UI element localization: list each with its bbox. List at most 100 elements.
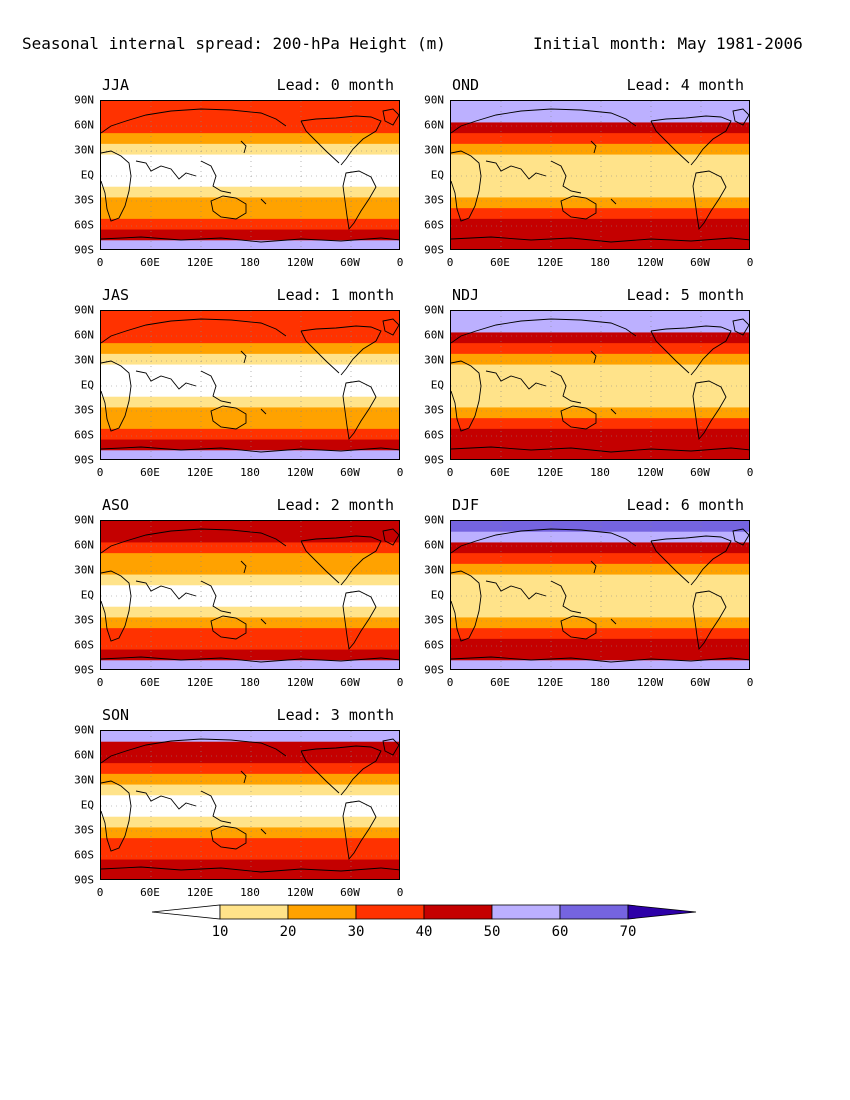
panel-season-label: JAS bbox=[102, 286, 130, 304]
spread-band bbox=[451, 531, 749, 544]
lat-tick-label: 60N bbox=[74, 118, 94, 132]
colorbar-under-triangle bbox=[151, 904, 221, 920]
spread-band bbox=[451, 638, 749, 651]
lon-tick-label: 120W bbox=[636, 256, 664, 269]
lon-tick-label: 120E bbox=[536, 256, 564, 269]
spread-band bbox=[101, 428, 399, 441]
lat-tick-label: 90S bbox=[424, 243, 444, 257]
lat-tick-label: 30N bbox=[424, 353, 444, 367]
lon-tick-label: 0 bbox=[96, 466, 104, 479]
spread-band bbox=[101, 806, 399, 818]
coastlines bbox=[451, 528, 749, 663]
lat-tick-label: 60N bbox=[74, 538, 94, 552]
lon-tick-label: 120E bbox=[186, 886, 214, 899]
lon-tick-label: 60E bbox=[140, 886, 160, 899]
spread-band bbox=[451, 418, 749, 430]
spread-band bbox=[451, 606, 749, 619]
lat-tick-label: 30N bbox=[74, 353, 94, 367]
spread-band bbox=[451, 321, 749, 334]
lat-tick-label: 60N bbox=[424, 328, 444, 342]
lon-tick-label: 60E bbox=[140, 676, 160, 689]
lat-tick-label: 60N bbox=[74, 748, 94, 762]
panel-season-label: OND bbox=[452, 76, 480, 94]
lon-tick-label: 0 bbox=[396, 256, 404, 269]
coastlines bbox=[451, 108, 749, 243]
lon-tick-label: 180 bbox=[240, 466, 260, 479]
spread-band bbox=[101, 816, 399, 829]
lat-tick-label: 60S bbox=[74, 848, 94, 862]
spread-band bbox=[451, 154, 749, 166]
spread-band bbox=[101, 208, 399, 220]
lon-tick-label: 180 bbox=[590, 256, 610, 269]
lat-tick-label: 60N bbox=[424, 118, 444, 132]
lat-tick-label: 30S bbox=[74, 193, 94, 207]
spread-band bbox=[101, 176, 399, 188]
lon-tick-label: 60E bbox=[140, 466, 160, 479]
map-svg bbox=[451, 521, 749, 669]
coastlines bbox=[101, 318, 399, 453]
lat-tick-label: 60N bbox=[74, 328, 94, 342]
spread-band bbox=[451, 111, 749, 124]
lat-tick-label: 60S bbox=[74, 638, 94, 652]
spread-band bbox=[101, 143, 399, 156]
lon-tick-label: 120W bbox=[286, 466, 314, 479]
panel-season-label: ASO bbox=[102, 496, 130, 514]
panel-season-label: SON bbox=[102, 706, 130, 724]
colorbar-tick-label: 30 bbox=[347, 924, 365, 940]
lat-tick-label: 90S bbox=[74, 663, 94, 677]
lon-tick-label: 180 bbox=[240, 676, 260, 689]
map-area bbox=[450, 100, 750, 250]
panel-lead-label: Lead: 6 month bbox=[626, 496, 744, 514]
grid-lines bbox=[101, 731, 399, 879]
lat-tick-label: 60S bbox=[74, 428, 94, 442]
spread-band bbox=[451, 186, 749, 199]
map-panel-djf: DJF Lead: 6 month 90N 60N 30N EQ 30S 60S 90S 0 60E… bbox=[424, 496, 753, 689]
lon-tick-label: 180 bbox=[240, 886, 260, 899]
spread-band bbox=[101, 186, 399, 199]
map-svg bbox=[101, 311, 399, 459]
spread-band bbox=[101, 450, 399, 459]
spread-band bbox=[101, 229, 399, 241]
map-svg bbox=[101, 101, 399, 249]
lon-tick-label: 0 bbox=[96, 676, 104, 689]
lat-tick-label: 30N bbox=[74, 563, 94, 577]
lat-tick-label: EQ bbox=[80, 798, 94, 812]
lat-tick-label: 30S bbox=[74, 613, 94, 627]
lat-tick-label: 60S bbox=[424, 218, 444, 232]
spread-band bbox=[101, 795, 399, 807]
lat-tick-label: EQ bbox=[430, 168, 444, 182]
spread-band bbox=[101, 311, 399, 323]
spread-band bbox=[451, 521, 749, 533]
grid-lines bbox=[451, 521, 749, 669]
spread-band bbox=[101, 418, 399, 430]
spread-band bbox=[451, 208, 749, 220]
spread-band bbox=[101, 870, 399, 879]
lat-tick-label: 90S bbox=[424, 453, 444, 467]
spread-band bbox=[451, 165, 749, 177]
spread-band bbox=[101, 638, 399, 651]
map-panel-ndj: NDJ Lead: 5 month 90N 60N 30N EQ 30S 60S 90S 0 60E… bbox=[424, 286, 753, 479]
panel-season-label: NDJ bbox=[452, 286, 480, 304]
spread-band bbox=[101, 218, 399, 231]
spread-band bbox=[101, 752, 399, 764]
spread-band bbox=[451, 311, 749, 323]
lat-tick-label: 90N bbox=[424, 93, 444, 107]
spread-band bbox=[451, 143, 749, 156]
lon-tick-label: 0 bbox=[96, 256, 104, 269]
coastlines bbox=[101, 528, 399, 663]
spread-band bbox=[451, 450, 749, 459]
lon-tick-label: 120E bbox=[186, 676, 214, 689]
lat-tick-label: 90N bbox=[74, 93, 94, 107]
colorbar-tick-label: 60 bbox=[551, 924, 569, 940]
spread-band bbox=[451, 553, 749, 565]
map-area bbox=[100, 310, 400, 460]
spread-band bbox=[101, 343, 399, 355]
page-subtitle: Initial month: May 1981-2006 bbox=[533, 34, 803, 53]
spread-band bbox=[101, 122, 399, 134]
spread-band bbox=[101, 165, 399, 177]
colorbar-tick-label: 50 bbox=[483, 924, 501, 940]
spread-band bbox=[451, 240, 749, 249]
spread-band bbox=[101, 585, 399, 597]
spread-band bbox=[451, 218, 749, 231]
spread-band bbox=[101, 741, 399, 754]
